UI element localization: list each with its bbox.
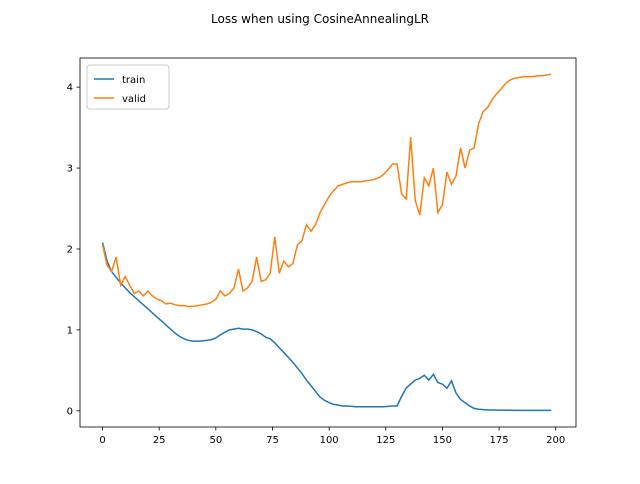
x-tick-label: 75	[266, 435, 279, 446]
chart-title: Loss when using CosineAnnealingLR	[211, 12, 429, 26]
x-tick-label: 150	[433, 435, 452, 446]
x-tick-label: 125	[376, 435, 395, 446]
x-tick-label: 175	[490, 435, 509, 446]
x-tick-label: 100	[320, 435, 339, 446]
y-tick-label: 1	[67, 325, 73, 336]
x-tick-label: 50	[209, 435, 222, 446]
line-series	[101, 73, 552, 308]
x-tick-label: 200	[546, 435, 565, 446]
y-tick-label: 4	[67, 83, 73, 94]
y-tick-label: 0	[67, 406, 73, 417]
line-series	[101, 242, 552, 412]
legend-label: valid	[122, 94, 146, 105]
x-tick-label: 0	[99, 435, 105, 446]
plot-frame	[79, 57, 577, 428]
y-tick-label: 3	[67, 164, 73, 175]
y-tick-label: 2	[67, 244, 73, 255]
x-tick-label: 25	[153, 435, 166, 446]
legend-label: train	[122, 75, 145, 86]
